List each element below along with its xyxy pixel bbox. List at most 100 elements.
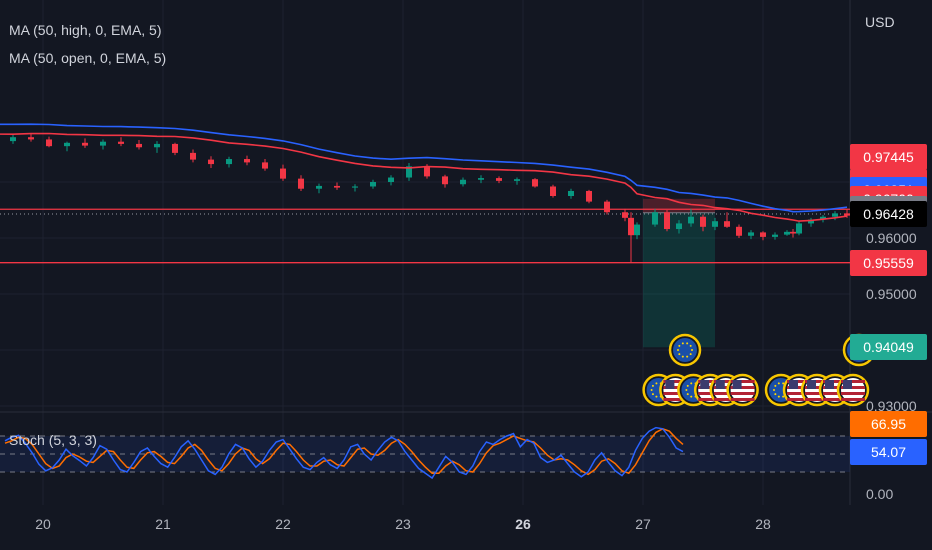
x-tick-1: 21 xyxy=(155,516,171,532)
candle-body-18 xyxy=(118,141,124,144)
us-stripe xyxy=(787,386,811,389)
price-tick-1: 0.95000 xyxy=(866,286,917,302)
stoch-k-line xyxy=(4,426,684,480)
eu-star xyxy=(782,382,785,385)
eu-star xyxy=(689,353,692,356)
eu-star xyxy=(686,393,689,396)
ma-open-line xyxy=(0,132,848,222)
us-stripe xyxy=(823,380,847,383)
x-tick-3: 23 xyxy=(395,516,411,532)
us-stripe xyxy=(841,380,865,383)
candle-body-17 xyxy=(100,141,106,146)
eu-star xyxy=(678,353,681,356)
eu-star xyxy=(782,395,785,398)
us-stripe xyxy=(663,392,688,395)
candle-body-16 xyxy=(82,142,88,146)
candle-body-51 xyxy=(676,223,682,230)
candle-body-38 xyxy=(478,178,484,180)
us-stripe xyxy=(787,380,811,383)
candle-body-56 xyxy=(736,226,742,236)
candle-body-19 xyxy=(136,143,142,148)
price-tag-0: 0.97445 xyxy=(850,144,927,171)
candle-body-23 xyxy=(208,159,214,165)
candle-body-15 xyxy=(64,142,70,147)
candle-body-30 xyxy=(334,185,340,188)
candle-body-57 xyxy=(748,232,754,236)
candle-body-47 xyxy=(628,217,634,236)
us-stripe xyxy=(663,380,688,383)
candle-body-22 xyxy=(190,152,196,160)
candle-body-62 xyxy=(796,223,802,234)
eu-star xyxy=(689,344,692,347)
us-stripe xyxy=(730,386,755,389)
eu-star xyxy=(774,384,777,387)
candle-body-35 xyxy=(424,166,430,177)
us-canton xyxy=(807,380,816,389)
us-stripe xyxy=(841,392,865,395)
candle-body-29 xyxy=(316,185,322,189)
stoch-k-tag: 54.07 xyxy=(850,439,927,465)
eu-star xyxy=(690,395,693,398)
stoch-d-tag: 66.95 xyxy=(850,411,927,437)
candle-body-50 xyxy=(664,212,670,230)
us-stripe xyxy=(805,398,829,401)
us-stripe xyxy=(823,398,847,401)
us-stripe xyxy=(713,380,738,383)
legend-ma-high[interactable]: MA (50, high, 0, EMA, 5) xyxy=(9,22,162,38)
ma-high-line xyxy=(0,123,848,213)
eu-star xyxy=(777,395,780,398)
candle-body-52 xyxy=(688,216,694,224)
us-canton xyxy=(789,380,798,389)
candle-body-12 xyxy=(10,137,16,142)
stoch-legend[interactable]: Stoch (5, 3, 3) xyxy=(9,432,97,448)
candles xyxy=(10,133,850,263)
eu-star xyxy=(686,342,689,345)
candle-body-61 xyxy=(790,231,796,234)
candle-body-65 xyxy=(832,213,838,217)
eu-star xyxy=(681,342,684,345)
candle-body-66 xyxy=(844,213,850,216)
candle-body-14 xyxy=(46,139,52,147)
candle-body-46 xyxy=(622,212,628,218)
eu-flag-icon xyxy=(673,338,697,362)
candle-body-58 xyxy=(760,232,766,237)
eu-star xyxy=(686,384,689,387)
candle-body-59 xyxy=(772,234,778,237)
candle-body-26 xyxy=(262,162,268,169)
candle-body-24 xyxy=(226,159,232,165)
us-canton xyxy=(825,380,834,389)
grid xyxy=(0,0,850,505)
candle-body-20 xyxy=(154,143,160,148)
legend-ma-open[interactable]: MA (50, open, 0, EMA, 5) xyxy=(9,50,166,66)
x-tick-6: 28 xyxy=(755,516,771,532)
us-stripe xyxy=(663,386,688,389)
eu-star xyxy=(655,395,658,398)
candle-body-64 xyxy=(820,216,826,220)
candle-body-25 xyxy=(244,159,250,163)
legend-ma-open-label: MA (50, open, 0, EMA, 5) xyxy=(9,50,167,66)
stoch-d-line xyxy=(4,427,684,476)
candle-body-45 xyxy=(604,201,610,213)
candle-body-32 xyxy=(370,182,376,187)
eu-star xyxy=(681,355,684,358)
price-tag-5: 0.96428 xyxy=(850,201,927,227)
us-stripe xyxy=(698,380,723,383)
candle-body-55 xyxy=(724,221,730,227)
candle-body-63 xyxy=(808,219,814,224)
us-canton xyxy=(665,380,675,389)
legend-ma-high-label: MA (50, high, 0, EMA, 5) xyxy=(9,22,162,38)
us-stripe xyxy=(841,398,865,401)
us-stripe xyxy=(730,392,755,395)
us-stripe xyxy=(713,392,738,395)
candle-body-49 xyxy=(652,212,658,225)
candle-body-53 xyxy=(700,216,706,227)
candle-body-21 xyxy=(172,143,178,153)
eu-star xyxy=(678,344,681,347)
candle-body-43 xyxy=(568,190,574,196)
us-stripe xyxy=(841,386,865,389)
price-tag-6: 0.95559 xyxy=(850,249,927,276)
candle-body-31 xyxy=(352,186,358,188)
us-stripe xyxy=(698,398,723,401)
candle-body-40 xyxy=(514,179,520,181)
